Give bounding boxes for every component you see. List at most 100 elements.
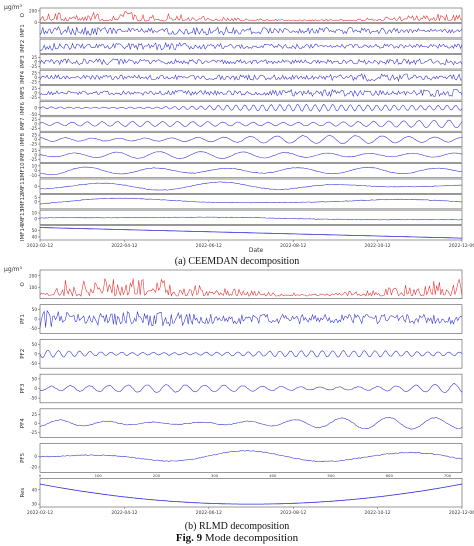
subplot-res: Res 40 30: [20, 478, 463, 508]
series-line-imf1: [39, 26, 463, 36]
series-line-imf12: [39, 197, 463, 205]
y-tick-label: 10: [32, 163, 38, 168]
y-tick-label: 0: [34, 184, 37, 189]
y-tick-label: 30: [32, 502, 38, 507]
y-tick-label: -50: [30, 361, 37, 366]
y-tick-label: 0: [34, 59, 37, 64]
series-label: PF4: [20, 418, 26, 428]
y-tick-label: 0: [34, 122, 37, 127]
subplot-frame: [39, 209, 463, 225]
y-tick-label: 0: [34, 20, 37, 25]
series-line-imf5: [39, 88, 463, 98]
y-tick-label: 0: [34, 454, 37, 459]
subplot-frame: [39, 132, 463, 147]
subplot-imf3: IMF3 250-25: [20, 54, 463, 70]
series-line-imf6: [39, 103, 463, 112]
series-line-imf8: [40, 135, 463, 144]
subplot-imf2: IMF2: [20, 38, 463, 54]
series-label: IMF6: [20, 101, 26, 115]
y-tick-label: 0: [34, 75, 37, 80]
y-tick-label: -25: [30, 95, 37, 100]
y-tick-label: 0: [34, 105, 37, 110]
caption-ceemdan: (a) CEEMDAN decomposition: [174, 256, 300, 267]
series-label: IMF7: [20, 117, 26, 131]
series-line-res: [39, 483, 463, 505]
subplot-frame: [39, 38, 463, 54]
subplot-imf4: IMF4 250-25: [20, 69, 463, 85]
series-line-imf13: [39, 216, 463, 221]
subplot-imf7: IMF7 250-25: [20, 116, 463, 132]
subplot-frame: [39, 69, 463, 85]
y-tick-label: 50: [32, 377, 38, 382]
subplot-pf5: PF5 0-200 100 200 300 400 500 600 700: [20, 443, 463, 478]
figure-title: Fig. 9 Mode decomposition: [0, 532, 474, 544]
series-line-o: [39, 11, 463, 22]
y-tick-label: 200: [29, 8, 37, 13]
subplot-frame: [39, 269, 463, 299]
subplot-frame: [39, 408, 463, 438]
subplot-pf1: PF1 50 0 -50: [20, 304, 463, 334]
series-label: IMF10: [20, 162, 26, 179]
y-tick-label: -50: [30, 326, 37, 331]
series-label: IMF13: [20, 209, 26, 226]
series-label: IMF5: [20, 86, 26, 100]
y-tick-label: 25: [32, 55, 38, 60]
series-line-imf14: [39, 227, 462, 239]
x-tick-label: 500: [327, 473, 335, 478]
x-axis-label-a: Date: [249, 247, 264, 254]
subplot-imf11: IMF11 0: [20, 178, 463, 194]
series-label: IMF8: [20, 133, 26, 147]
x-tick-label: 400: [269, 473, 277, 478]
x-tick-label: 2022-12-06: [449, 243, 474, 249]
unit-label-b: μg/m³: [4, 266, 22, 273]
subplot-imf9: IMF9 250-25: [20, 147, 463, 163]
x-tick-label: 2022-04-12: [111, 510, 137, 516]
x-tick-label: 2022-02-12: [27, 243, 53, 249]
y-tick-label: -25: [30, 64, 37, 69]
y-tick-label: -25: [30, 430, 37, 435]
x-tick-label: 2022-10-12: [365, 510, 391, 516]
subplot-imf5: IMF5 250-25: [20, 85, 463, 101]
series-line-imf3: [39, 58, 463, 66]
series-line-imf11: [39, 181, 463, 191]
y-tick-label: 0: [34, 421, 37, 426]
x-tick-label: 2022-08-12: [280, 243, 306, 249]
series-label: IMF14: [20, 224, 26, 241]
figure-title-text: Mode decomposition: [204, 532, 299, 544]
subplot-imf10: IMF10 100-10: [20, 162, 463, 179]
series-label: IMF12: [20, 193, 26, 210]
x-tick-label: 2022-12-06: [449, 510, 474, 516]
series-label: IMF3: [20, 55, 26, 69]
y-tick-label: 100: [29, 285, 37, 290]
y-tick-label: -20: [30, 465, 37, 470]
series-label: PF5: [20, 452, 26, 462]
y-tick-label: 25: [32, 86, 38, 91]
y-tick-label: 0: [34, 91, 37, 96]
y-tick-label: 0: [34, 351, 37, 356]
y-tick-label: -10: [30, 173, 37, 178]
y-tick-label: 0: [34, 199, 37, 204]
unit-label-a: μg/m³: [4, 4, 22, 11]
series-label: IMF4: [20, 70, 26, 84]
series-line-pf4: [39, 417, 463, 430]
series-line-imf7: [39, 119, 463, 128]
y-tick-label: 10: [32, 211, 38, 216]
series-line-imf2: [39, 42, 463, 51]
subplot-frame: [39, 85, 463, 101]
x-tick-label: 0: [39, 473, 42, 478]
x-tick-label: 300: [211, 473, 219, 478]
x-tick-label: 2022-06-12: [196, 510, 222, 516]
y-tick-label: 5: [34, 195, 37, 200]
y-tick-label: -25: [30, 142, 37, 147]
subplot-pf2: PF2 50 0 -50: [20, 339, 463, 369]
x-tick-label: 2022-06-12: [196, 243, 222, 249]
x-tick-label: 2022-10-12: [365, 243, 391, 249]
figure-number: Fig. 9: [175, 532, 203, 544]
series-line-imf4: [39, 73, 463, 82]
y-tick-label: 0: [34, 153, 37, 158]
